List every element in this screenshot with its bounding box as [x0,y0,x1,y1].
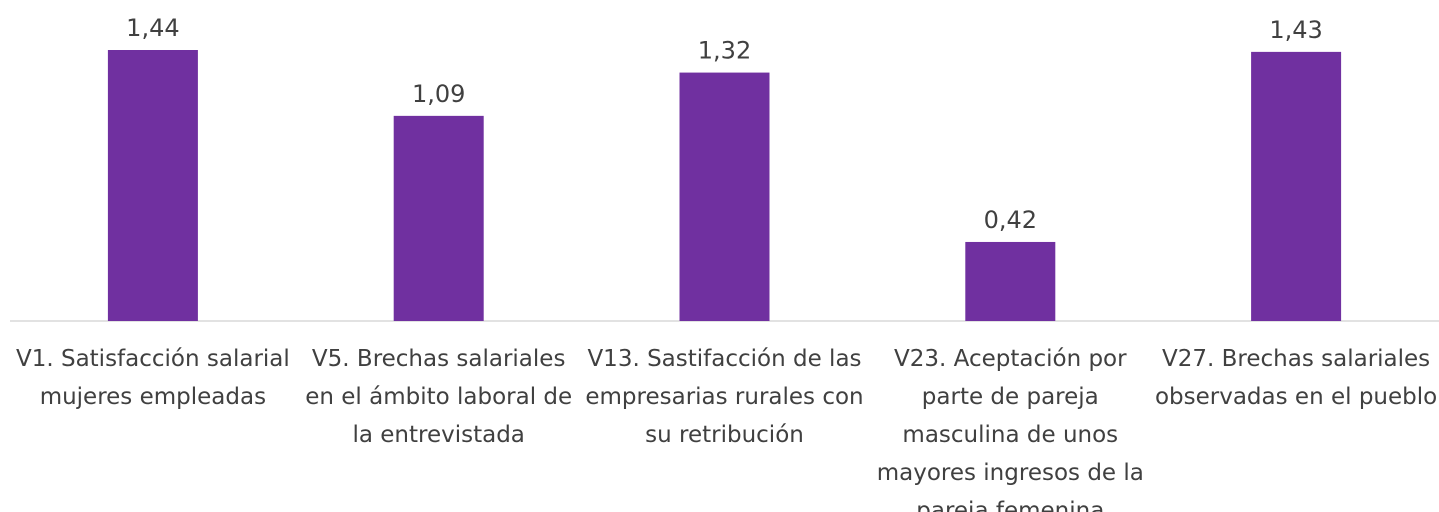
bar [679,72,770,321]
value-label: 1,43 [1269,16,1322,44]
value-label: 1,09 [412,80,465,108]
x-tick-label: V23. Aceptación por parte de pareja masc… [876,346,1144,512]
x-tick-label: V5. Brechas salariales en el ámbito labo… [305,346,573,448]
bar [393,115,484,321]
value-label: 1,32 [698,37,751,65]
bar [107,50,198,321]
value-label: 0,42 [984,206,1037,234]
x-tick-label: V27. Brechas salariales observadas en el… [1154,346,1438,410]
x-tick-label: V1. Satisfacción salarial mujeres emplea… [15,346,290,410]
x-tick-label: V13. Sastifacción de las empresarias rur… [585,346,864,448]
bar [965,241,1056,321]
value-label: 1,44 [126,14,179,42]
bar [1251,51,1342,321]
